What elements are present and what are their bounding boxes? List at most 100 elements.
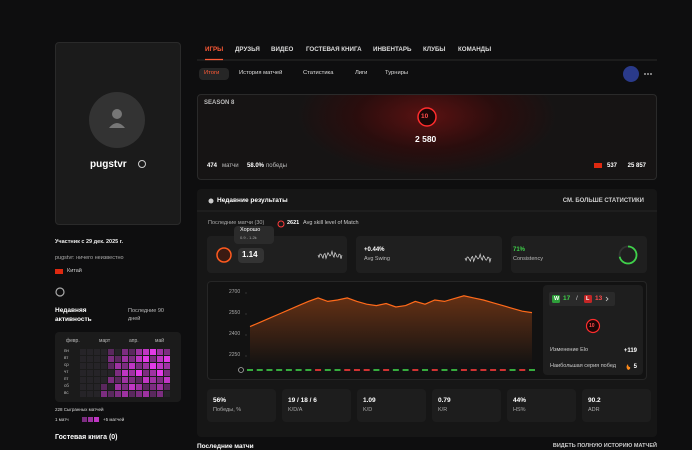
world-rank: 25 857 xyxy=(627,163,646,169)
member-since: Участник с 29 дек. 2025 г. xyxy=(55,239,124,245)
region-rank: 537 xyxy=(607,163,618,169)
legend-min: 1 матч xyxy=(55,417,69,422)
month-label: апр. xyxy=(129,338,139,344)
tooltip xyxy=(234,226,274,244)
more-stats-link[interactable]: СМ. БОЛЬШЕ СТАТИСТИКИ xyxy=(562,198,644,204)
day-label: пн xyxy=(64,348,69,353)
month-label: март xyxy=(99,338,111,344)
activity-period: Последние 90 дней xyxy=(128,308,164,322)
day-label: ср xyxy=(64,362,69,367)
last-matches: Последние матчи (30) xyxy=(208,220,265,226)
y-tick-label: 2400 xyxy=(229,331,241,337)
swing-label: Avg Swing xyxy=(364,256,390,262)
loss-badge-label: L xyxy=(586,295,590,302)
rating-card xyxy=(207,236,347,273)
stat-card xyxy=(432,389,501,422)
consistency-label: Consistency xyxy=(513,256,543,262)
matches-count: 474 xyxy=(207,163,218,169)
nav-tab[interactable]: КОМАНДЫ xyxy=(458,46,492,53)
stat-value: 0.79 xyxy=(438,397,451,404)
day-label: сб xyxy=(64,383,69,388)
rating-box xyxy=(238,248,264,263)
stat-value: 90.2 xyxy=(588,397,601,404)
legend-max: +5 матчей xyxy=(103,417,125,422)
win-badge-label: W xyxy=(554,295,560,302)
legend-swatch xyxy=(82,417,87,422)
summary-level: 10 xyxy=(589,323,595,329)
month-label: май xyxy=(155,338,165,344)
stat-card xyxy=(582,389,651,422)
sub-tab[interactable]: Итоги xyxy=(204,70,220,76)
sub-tab[interactable]: Статистика xyxy=(303,70,334,76)
more-dot xyxy=(647,73,649,75)
matches-label: матчи xyxy=(222,163,239,169)
day-label: чт xyxy=(64,369,69,374)
matches-link[interactable]: ВИДЕТЬ ПОЛНУЮ ИСТОРИЮ МАТЧЕЙ xyxy=(552,443,657,449)
sub-tab[interactable]: История матчей xyxy=(239,70,283,76)
avg-skill-label: Avg skill level of Match xyxy=(303,220,359,226)
consistency-card xyxy=(511,236,647,273)
tooltip-range: 0.9 - 1.2k xyxy=(240,235,257,240)
profile-card xyxy=(55,42,181,225)
elo-change-label: Изменение Elo xyxy=(550,347,589,353)
game-logo xyxy=(623,66,639,82)
more-dot xyxy=(650,73,652,75)
stat-card xyxy=(207,389,276,422)
tooltip-title: Хорошо xyxy=(240,227,261,233)
nav-tab[interactable]: ВИДЕО xyxy=(271,46,294,53)
country: Китай xyxy=(67,268,82,274)
day-label: вт xyxy=(64,355,69,360)
guestbook-title: Гостевая книга (0) xyxy=(55,434,118,441)
nav-tab[interactable]: ГОСТЕВАЯ КНИГА xyxy=(306,46,362,53)
sub-tab[interactable]: Лиги xyxy=(355,70,368,76)
stat-label: K/R xyxy=(438,407,448,413)
elo-value: 2 580 xyxy=(415,134,437,144)
stat-value: 19 / 18 / 6 xyxy=(288,397,317,404)
y-tick-label: 2550 xyxy=(229,310,241,316)
stat-value: 1.09 xyxy=(363,397,376,404)
winrate: 58.0% xyxy=(247,163,265,169)
nav-tab[interactable]: ИГРЫ xyxy=(205,46,224,53)
flag xyxy=(55,269,63,274)
stat-value: 44% xyxy=(513,397,527,404)
stat-label: K/D/A xyxy=(288,407,303,413)
activity-title: Недавняя активность xyxy=(55,307,92,323)
y-tick-label: 2250 xyxy=(229,352,241,358)
day-label: вс xyxy=(64,390,69,395)
stat-value: 56% xyxy=(213,397,227,404)
wl-separator: / xyxy=(576,295,578,302)
day-label: пт xyxy=(64,376,69,381)
stat-label: ADR xyxy=(588,407,600,413)
stat-label: HS% xyxy=(513,407,526,413)
nav-tab[interactable]: КЛУБЫ xyxy=(423,46,446,53)
y-tick-label: 2700 xyxy=(229,289,241,295)
nav-tab[interactable]: ДРУЗЬЯ xyxy=(235,46,260,53)
stat-card xyxy=(282,389,351,422)
elo-change: +119 xyxy=(623,348,637,354)
nav-tab[interactable]: ИНВЕНТАРЬ xyxy=(373,46,412,53)
legend-swatch xyxy=(94,417,99,422)
recent-title: Недавние результаты xyxy=(217,197,288,204)
stat-card xyxy=(507,389,576,422)
month-label: февр. xyxy=(66,338,80,344)
swing-card xyxy=(356,236,502,273)
rating-value: 1.14 xyxy=(242,250,258,259)
stat-label: K/D xyxy=(363,407,373,413)
bio: pugstvr: ничего неизвестно xyxy=(55,255,124,261)
sub-tab[interactable]: Турниры xyxy=(385,70,409,76)
legend-swatch xyxy=(88,417,93,422)
activity-summary: 228 Сыгранных матчей xyxy=(55,407,104,412)
swing-value: +0.44% xyxy=(364,247,385,253)
level-value: 10 xyxy=(421,113,429,120)
consistency-value: 71% xyxy=(513,247,526,253)
active-subtab xyxy=(199,68,229,80)
losses-count: 13 xyxy=(595,295,603,302)
stat-card xyxy=(357,389,426,422)
winrate-label: победы xyxy=(266,163,287,169)
streak-label: Наибольшая серия побед xyxy=(550,363,616,369)
avg-skill: 2621 xyxy=(287,220,300,226)
username: pugstvr xyxy=(90,159,127,170)
more-dot xyxy=(644,73,646,75)
